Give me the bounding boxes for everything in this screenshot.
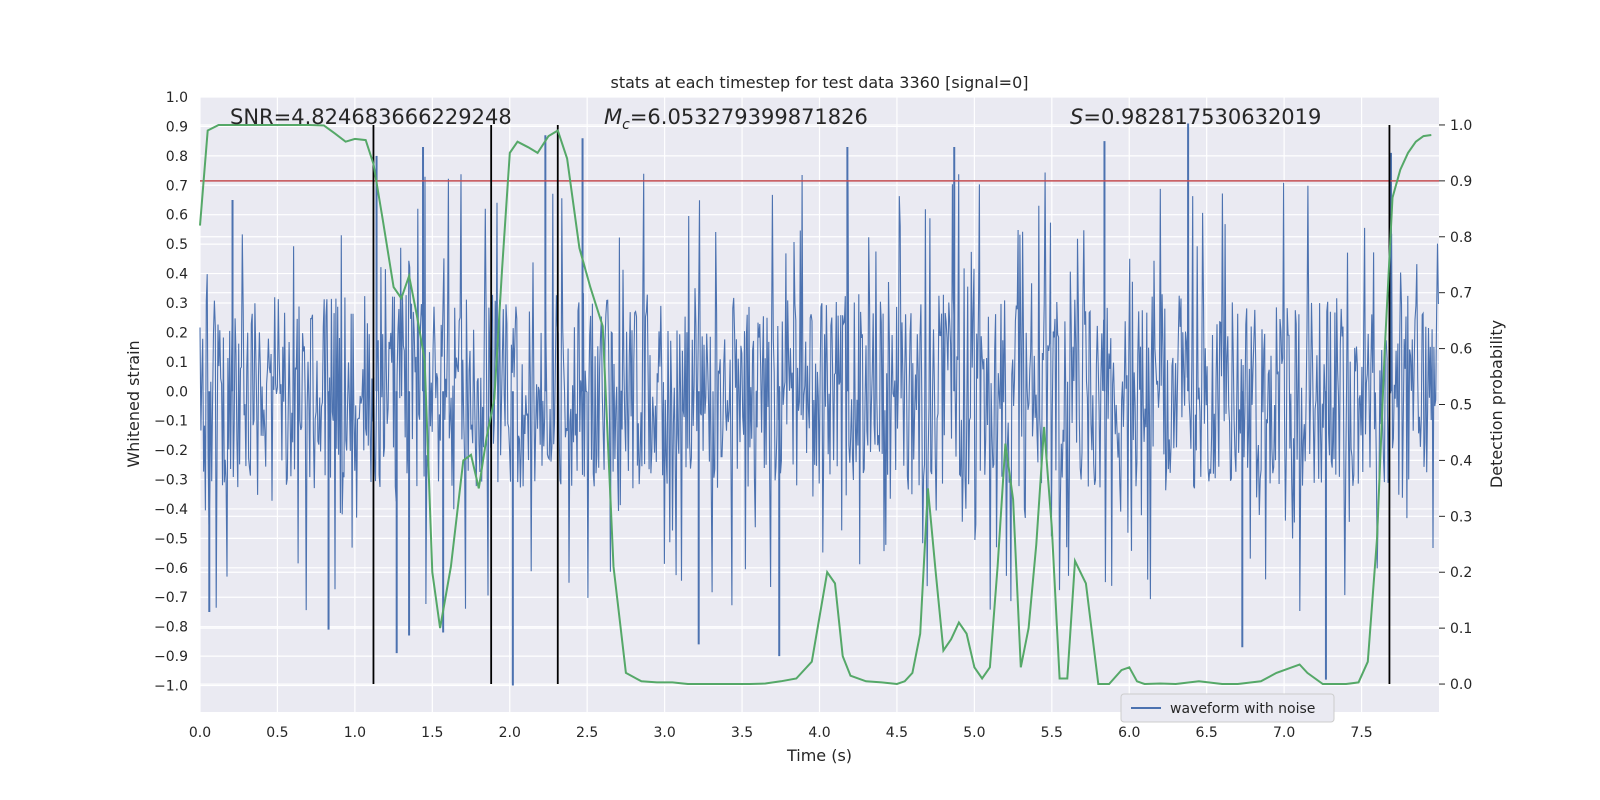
y2-tick-label: 0.5 — [1450, 398, 1472, 414]
x-tick-label: 0.5 — [266, 725, 288, 741]
x-tick-label: 2.5 — [576, 725, 598, 741]
chirp-mass-annotation: Mc=6.053279399871826 — [604, 105, 868, 133]
y-tick-label: 1.0 — [166, 90, 188, 106]
x-tick-label: 6.0 — [1118, 725, 1140, 741]
x-tick-label: 0.0 — [189, 725, 211, 741]
y-tick-label: −1.0 — [154, 679, 188, 695]
y-tick-label: −0.2 — [154, 443, 188, 459]
y-axis-title: Whitened strain — [124, 340, 143, 467]
y-tick-label: −0.5 — [154, 531, 188, 547]
y-tick-label: 0.2 — [166, 325, 188, 341]
s-annotation: S=0.982817530632019 — [1070, 105, 1321, 129]
x-tick-label: 4.5 — [886, 725, 908, 741]
x-tick-label: 5.5 — [1041, 725, 1063, 741]
y2-tick-label: 0.1 — [1450, 621, 1472, 637]
vertical-markers — [372, 124, 1391, 685]
s-symbol: S — [1070, 105, 1083, 129]
legend: waveform with noise — [1120, 693, 1335, 723]
mc-value: =6.053279399871826 — [630, 105, 868, 129]
mc-symbol: M — [604, 105, 622, 129]
y-tick-label: −0.4 — [154, 502, 188, 518]
s-value: =0.982817530632019 — [1083, 105, 1321, 129]
y-tick-label: 0.3 — [166, 296, 188, 312]
y2-tick-label: 0.9 — [1450, 174, 1472, 190]
y-tick-label: 0.7 — [166, 178, 188, 194]
x-tick-label: 3.5 — [731, 725, 753, 741]
x-tick-label: 4.0 — [808, 725, 830, 741]
snr-annotation: SNR=4.824683666229248 — [230, 105, 512, 129]
y-tick-label: −0.6 — [154, 561, 188, 577]
legend-box — [1120, 693, 1335, 723]
y-tick-label: 0.0 — [166, 384, 188, 400]
y-tick-label: −0.7 — [154, 590, 188, 606]
y2-tick-label: 1.0 — [1450, 118, 1472, 134]
x-tick-label: 3.0 — [653, 725, 675, 741]
x-tick-label: 7.5 — [1350, 725, 1372, 741]
y2-axis-title: Detection probability — [1487, 320, 1506, 488]
y-tick-label: 0.1 — [166, 355, 188, 371]
y-tick-label: −0.1 — [154, 414, 188, 430]
x-tick-label: 5.0 — [963, 725, 985, 741]
mc-subscript: c — [622, 117, 630, 133]
y-tick-label: 0.9 — [166, 119, 188, 135]
x-tick-label: 1.5 — [421, 725, 443, 741]
probability-series — [199, 124, 1432, 686]
y2-tick-label: 0.3 — [1450, 509, 1472, 525]
y-tick-label: −0.9 — [154, 649, 188, 665]
y2-tick-label: 0.8 — [1450, 230, 1472, 246]
waveform-path — [199, 172, 1439, 612]
y2-tick-label: 0.0 — [1450, 677, 1472, 693]
y2-tick-label: 0.7 — [1450, 286, 1472, 302]
y-tick-label: −0.8 — [154, 620, 188, 636]
legend-label: waveform with noise — [1170, 701, 1315, 717]
y-tick-label: 0.5 — [166, 237, 188, 253]
y2-axis-ticks: 0.0 0.1 0.2 0.3 0.4 0.5 0.6 0.7 0.8 0.9 1.0 — [1439, 118, 1472, 693]
x-tick-label: 7.0 — [1273, 725, 1295, 741]
y-tick-label: 0.6 — [166, 208, 188, 224]
probability-line — [199, 124, 1432, 686]
y2-tick-label: 0.6 — [1450, 342, 1472, 358]
x-axis-ticks: 0.0 0.5 1.0 1.5 2.0 2.5 3.0 3.5 4.0 4.5 5.0 5.5 6.0 6… — [189, 725, 1373, 741]
y-tick-label: 0.8 — [166, 149, 188, 165]
chart-title: stats at each timestep for test data 336… — [610, 73, 1028, 92]
waveform-line — [199, 123, 1439, 686]
y2-tick-label: 0.4 — [1450, 453, 1472, 469]
y-tick-label: 0.4 — [166, 267, 188, 283]
x-tick-label: 6.5 — [1196, 725, 1218, 741]
x-tick-label: 2.0 — [499, 725, 521, 741]
y-axis-ticks: −1.0 −0.9 −0.8 −0.7 −0.6 −0.5 −0.4 −0.3 −0.2 −0.1… — [154, 90, 188, 695]
x-axis-title: Time (s) — [786, 746, 852, 765]
x-tick-label: 1.0 — [344, 725, 366, 741]
y2-tick-label: 0.2 — [1450, 565, 1472, 581]
y-tick-label: −0.3 — [154, 473, 188, 489]
